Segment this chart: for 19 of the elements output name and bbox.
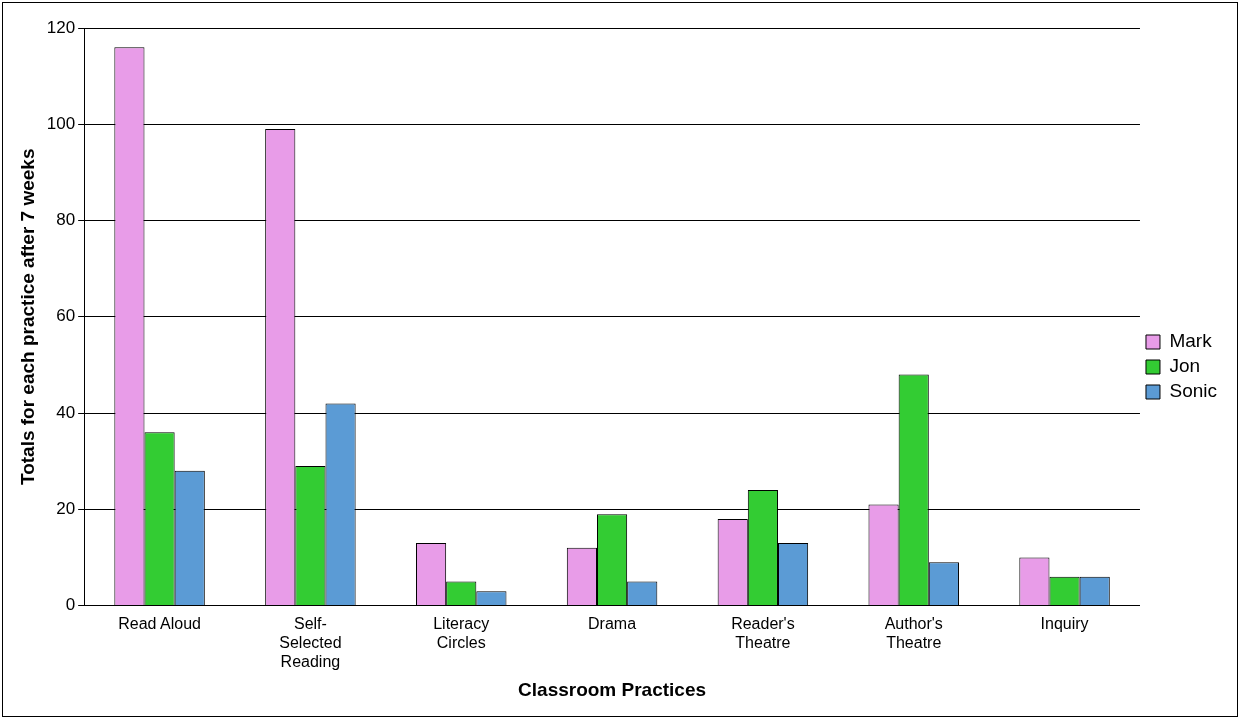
y-tick-label: 120 bbox=[46, 17, 76, 37]
x-tick-label: Reader's Theatre bbox=[731, 614, 795, 651]
x-tick-label: Inquiry bbox=[1040, 614, 1089, 632]
x-tick-label: Drama bbox=[588, 614, 637, 632]
x-axis-title: Classroom Practices bbox=[518, 678, 707, 700]
y-axis-title: Totals for each practice after 7 weeks bbox=[16, 148, 38, 486]
legend-label: Sonic bbox=[1169, 380, 1217, 402]
x-tick-label: Read Aloud bbox=[118, 614, 201, 632]
y-tick-label: 100 bbox=[46, 113, 76, 133]
y-tick-label: 60 bbox=[56, 306, 76, 326]
y-tick-label: 0 bbox=[65, 595, 76, 615]
x-tick-label: Literacy Circles bbox=[433, 614, 490, 651]
y-tick-label: 20 bbox=[56, 499, 76, 519]
legend-label: Jon bbox=[1169, 355, 1201, 377]
legend-label: Mark bbox=[1169, 330, 1213, 352]
y-tick-label: 40 bbox=[56, 402, 76, 422]
x-tick-label: Author's Theatre bbox=[884, 614, 943, 651]
x-tick-label: Self-Selected Reading bbox=[279, 614, 342, 671]
y-tick-label: 80 bbox=[56, 210, 76, 230]
